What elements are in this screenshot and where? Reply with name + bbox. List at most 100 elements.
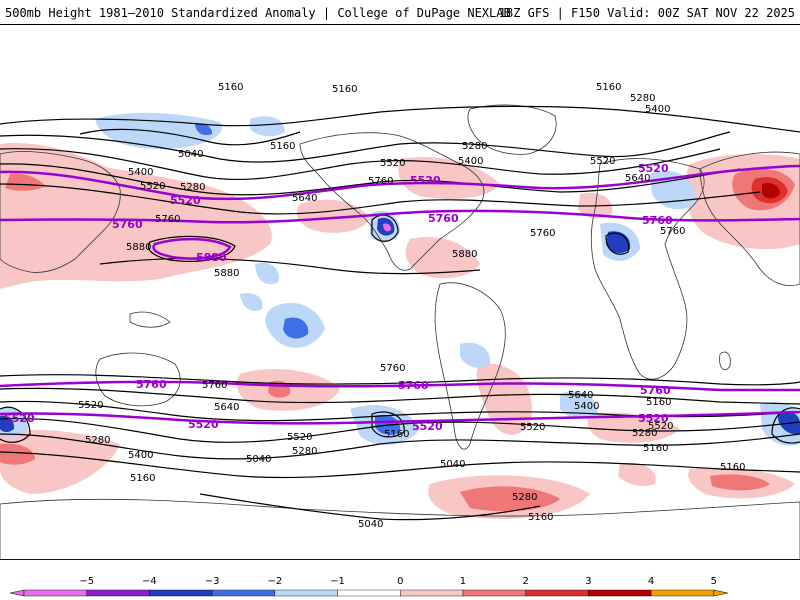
cool-anomaly-baja-center [383, 223, 392, 232]
highlight-label: 5520 [170, 194, 201, 207]
contour-label: 5280 [180, 182, 205, 193]
warm-anomaly-antarctic-core [460, 486, 560, 512]
contour-sw-low [0, 406, 31, 443]
contour-label: 5520 [520, 422, 545, 433]
highlight-5520-north [0, 164, 800, 201]
coast-madagascar [719, 351, 731, 371]
anomaly-shading [0, 112, 800, 519]
contour-label: 5040 [246, 454, 271, 465]
highlight-label: 5760 [136, 378, 167, 391]
colorbar-tick-label: 2 [523, 576, 529, 587]
contour-label: 5880 [214, 268, 239, 279]
contour-label: 5640 [214, 402, 239, 413]
highlight-label: 5760 [112, 218, 143, 231]
colorbar-right-arrow [713, 589, 728, 597]
colorbar-tick-label: −3 [205, 576, 220, 587]
contour-label: 5760 [155, 214, 180, 225]
anomaly-colorbar: −5 −4 −3 −2 −1 0 1 2 3 4 5 [9, 576, 728, 597]
contour-label: 5160 [528, 512, 553, 523]
warm-anomaly-south-indian [0, 429, 120, 494]
highlight-label: 5520 [4, 412, 35, 425]
cool-anomaly-siberia [95, 112, 222, 149]
highlight-5760-north [0, 209, 800, 224]
warm-anomaly-south-atlantic [587, 412, 680, 443]
contour-5640-north [0, 183, 761, 215]
colorbar-tick-label: −5 [79, 576, 94, 587]
contour-atlantic-low [605, 232, 630, 255]
cool-anomaly-sw-indian-core [0, 415, 15, 433]
colorbar-swatch [337, 589, 401, 597]
cool-anomaly-brazil [460, 342, 491, 368]
highlight-contours [0, 164, 800, 425]
colorbar-swatch [274, 589, 338, 597]
warm-anomaly-pacific-mid [296, 199, 370, 233]
cool-anomaly-south-america-e [560, 391, 598, 419]
contour-label: 5520 [648, 421, 673, 432]
warm-anomaly-south-america [476, 363, 532, 435]
colorbar-tick-label: −4 [142, 576, 157, 587]
contour-label: 5400 [128, 167, 153, 178]
contour-label: 5520 [140, 181, 165, 192]
colorbar-swatch [86, 589, 150, 597]
highlight-label: 5520 [412, 420, 443, 433]
contour-label: 5400 [458, 156, 483, 167]
coast-indonesia [129, 311, 171, 328]
colorbar-left-arrow [9, 589, 25, 597]
contour-label: 5760 [202, 380, 227, 391]
coast-europe-africa [590, 158, 705, 380]
contour-label: 5040 [178, 149, 203, 160]
contour-5400-north [0, 148, 721, 181]
colorbar-swatch [211, 589, 276, 597]
anomaly-map[interactable]: 5160 5160 5160 5280 5400 5040 5160 5280 … [0, 24, 800, 560]
contour-5760-south [0, 374, 800, 386]
colorbar-tick-label: 3 [585, 576, 591, 587]
contour-5280-south [0, 433, 800, 460]
highlight-label: 5760 [642, 214, 673, 227]
colorbar-swatch [400, 589, 464, 597]
contour-5040-north [79, 128, 301, 146]
contour-5400-south [0, 417, 800, 443]
contour-label: 5760 [660, 226, 685, 237]
highlight-label: 5880 [196, 251, 227, 264]
contour-5160-north [0, 105, 800, 133]
contour-labels: 5160 5160 5160 5280 5400 5040 5160 5280 … [78, 82, 745, 530]
highlight-5760-south [0, 380, 800, 392]
colorbar-tick-label: 1 [460, 576, 466, 587]
contour-label: 5520 [590, 156, 615, 167]
highlight-label: 5760 [398, 379, 429, 392]
contour-label: 5520 [78, 400, 103, 411]
colorbar-swatch [525, 589, 589, 597]
contour-label: 5880 [452, 249, 477, 260]
contour-label: 5040 [440, 459, 465, 470]
coast-antarctica [0, 498, 800, 560]
contour-label: 5280 [292, 446, 317, 457]
coast-south-america [434, 282, 506, 450]
contour-5880-tropics [99, 257, 481, 275]
contour-5880-wpac [147, 235, 236, 262]
contour-label: 5280 [512, 492, 537, 503]
coast-asia-west [0, 151, 121, 273]
contour-5520-north [0, 163, 741, 196]
contour-label: 5400 [574, 401, 599, 412]
contour-label: 5040 [358, 519, 383, 530]
contour-label: 5280 [85, 435, 110, 446]
map-frame [0, 24, 800, 560]
highlight-label: 5520 [410, 174, 441, 187]
coast-asia [699, 151, 800, 286]
highlight-label: 5760 [428, 212, 459, 225]
contour-label: 5760 [368, 176, 393, 187]
contour-5640-south [0, 387, 800, 405]
cool-anomaly-hawaii [255, 262, 279, 285]
contour-label: 5640 [625, 173, 650, 184]
cool-anomaly-siberia-core [195, 123, 213, 136]
contour-label: 5160 [384, 429, 409, 440]
contour-label: 5160 [130, 473, 155, 484]
contour-label: 5640 [292, 193, 317, 204]
highlight-5880-wpac [152, 237, 232, 260]
height-contours [0, 105, 800, 521]
colorbar-swatch [650, 589, 715, 597]
highlight-label: 5760 [640, 384, 671, 397]
colorbar-tick-label: 4 [648, 576, 654, 587]
contour-label: 5760 [380, 363, 405, 374]
colorbar-swatches [9, 589, 728, 597]
